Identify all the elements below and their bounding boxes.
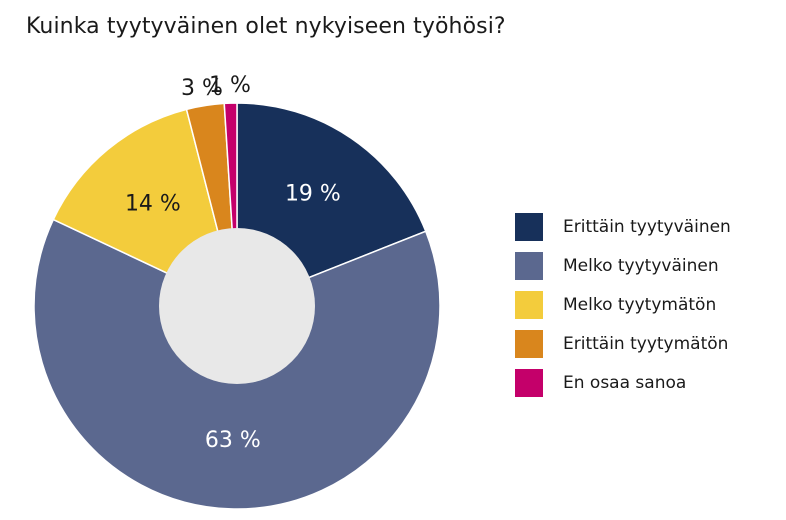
legend-label: Melko tyytyväinen	[563, 255, 719, 276]
legend-swatch	[515, 212, 543, 241]
chart-legend: Erittäin tyytyväinen Melko tyytyväinen Mel…	[515, 212, 731, 407]
legend-swatch	[515, 368, 543, 397]
legend-item: En osaa sanoa	[515, 368, 731, 397]
legend-item: Erittäin tyytyväinen	[515, 212, 731, 241]
legend-item: Melko tyytymätön	[515, 290, 731, 319]
legend-item: Melko tyytyväinen	[515, 251, 731, 280]
data-label-2: 63 %	[205, 428, 261, 453]
data-label-5: 1 %	[209, 73, 251, 98]
legend-swatch	[515, 329, 543, 358]
legend-swatch	[515, 290, 543, 319]
data-label-1: 19 %	[285, 181, 341, 206]
legend-label: En osaa sanoa	[563, 372, 687, 393]
data-label-4: 3 %	[181, 76, 223, 101]
chart-title: Kuinka tyytyväinen olet nykyiseen työhös…	[26, 14, 506, 39]
legend-item: Erittäin tyytymätön	[515, 329, 731, 358]
legend-label: Erittäin tyytyväinen	[563, 216, 731, 237]
donut-hole	[159, 228, 315, 384]
data-label-3: 14 %	[125, 191, 181, 216]
legend-label: Melko tyytymätön	[563, 294, 717, 315]
legend-swatch	[515, 251, 543, 280]
legend-label: Erittäin tyytymätön	[563, 333, 729, 354]
